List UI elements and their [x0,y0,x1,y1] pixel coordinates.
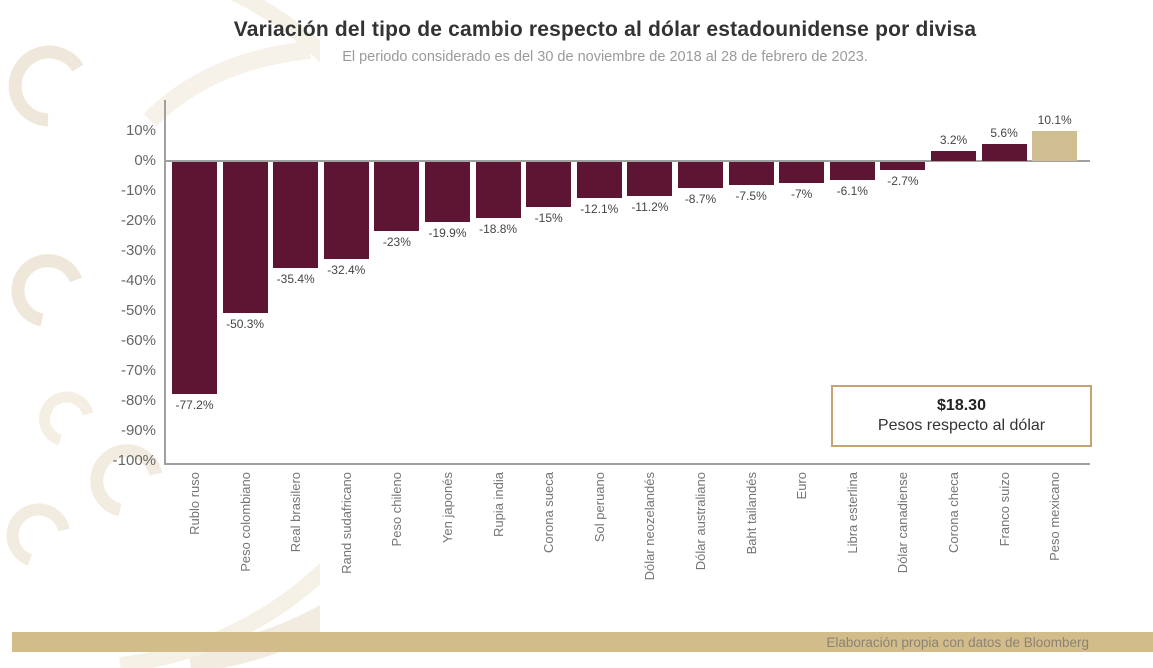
bar [172,162,217,394]
bar-value-label: 5.6% [990,126,1018,141]
bar-value-label: -35.4% [276,272,315,287]
zero-baseline [164,160,1090,162]
bar-value-label: -7.5% [735,188,767,203]
x-axis-label: Peso chileno [389,472,405,547]
bar-value-label: -11.2% [631,199,669,214]
bar [779,162,825,183]
x-axis-label: Rublo ruso [187,472,202,535]
bar-value-label: -32.4% [327,263,366,278]
y-axis-tick-label: -90% [120,422,156,439]
bar [678,162,723,189]
source-footer-strip: Elaboración propia con datos de Bloomber… [12,632,1153,652]
bar-value-label: -23% [382,235,411,249]
bar-value-label: -77.2% [175,397,214,412]
x-axis-label: Baht tailandés [743,472,759,555]
x-axis-label-wrap: Yen japonés [425,472,470,647]
x-axis-bottom-line [164,463,1090,465]
x-axis-label: Corona checa [946,472,961,553]
y-axis-tick-label: 10% [125,122,156,139]
x-axis-label-wrap: Peso colombiano [223,472,268,647]
chart-title: Variación del tipo de cambio respecto al… [233,18,977,41]
x-axis-label-wrap: Real brasilero [273,472,318,647]
x-axis-label: Euro [794,472,810,500]
x-axis-label: Real brasilero [288,472,304,553]
bar [425,162,470,222]
bar [1032,130,1078,161]
x-axis-label-wrap: Euro [779,472,824,647]
bar-value-label: -12.1% [580,202,619,217]
y-axis-tick-label: -20% [120,212,156,229]
x-axis-label-wrap: Dólar canadiense [880,472,925,647]
bar-value-label: -2.7% [887,174,919,189]
x-axis-label: Rand sudafricano [338,472,354,574]
y-axis-tick-label: -100% [112,452,156,469]
x-axis-label: Dólar canadiense [895,472,911,574]
y-axis-tick-label: -40% [120,272,156,289]
y-axis-tick-label: -10% [120,182,156,199]
x-axis-label-wrap: Rupia india [476,472,521,647]
bar [526,162,572,207]
x-axis-label-wrap: Peso mexicano [1032,472,1077,647]
x-axis-label-wrap: Rublo ruso [172,472,217,647]
decorative-greca-pattern [6,0,320,668]
x-axis-label: Franco suizo [996,472,1012,547]
bar-value-label: -8.7% [684,192,717,207]
x-axis-label-wrap: Baht tailandés [729,472,774,647]
title-block: Variación del tipo de cambio respecto al… [55,18,1153,65]
bar [576,162,622,199]
bar-value-label: -18.8% [479,222,518,237]
x-axis-label: Peso mexicano [1047,472,1063,561]
bar-value-label: -15% [534,211,563,225]
x-axis-label: Dólar neozelandés [642,472,658,581]
bar-value-label: -6.1% [836,184,868,199]
x-axis-label: Rupia india [490,472,506,538]
y-axis-tick-label: -70% [120,362,156,379]
bar [273,162,319,269]
bar [323,162,369,260]
x-axis-label-wrap: Franco suizo [982,472,1027,647]
chart-subtitle: El periodo considerado es del 30 de novi… [342,49,868,65]
x-axis-label-wrap: Sol peruano [577,472,622,647]
bar [627,162,673,196]
callout-value: $18.30 [937,397,986,414]
bar [374,162,420,231]
bar [728,162,774,185]
x-axis-label-wrap: Dólar australiano [678,472,723,647]
bar-value-label: -19.9% [428,225,467,240]
y-axis-tick-label: -30% [120,242,156,259]
bar [829,162,875,181]
bar [222,162,268,313]
x-axis-label-wrap: Rand sudafricano [324,472,369,647]
exchange-rate-callout: $18.30 Pesos respecto al dólar [831,385,1092,447]
x-axis-label: Corona sueca [541,472,557,553]
bar [981,144,1027,161]
x-axis-label: Peso colombiano [237,472,253,572]
source-footer-text: Elaboración propia con datos de Bloomber… [826,634,1089,650]
callout-label: Pesos respecto al dólar [877,417,1046,434]
x-axis-label-wrap: Dólar neozelandés [627,472,672,647]
x-axis-label-wrap: Peso chileno [374,472,419,647]
x-axis-label-wrap: Corona sueca [526,472,571,647]
x-axis-label: Dólar australiano [693,472,708,571]
y-axis-tick-label: -60% [120,332,156,349]
x-axis-label-wrap: Libra esterlina [830,472,875,647]
bar-value-label: 3.2% [939,133,968,148]
x-axis-label-wrap: Corona checa [931,472,976,647]
y-axis-tick-label: -80% [120,392,156,409]
x-axis-label: Sol peruano [591,472,607,543]
x-axis-label: Libra esterlina [844,472,860,554]
bar [931,151,976,161]
y-axis-tick-label: 0% [134,152,156,169]
bar-value-label: 10.1% [1037,112,1072,127]
x-axis-label: Yen japonés [440,472,455,544]
bar-value-label: -7% [791,187,813,201]
bar [475,162,521,219]
bar [880,162,926,171]
y-axis-tick-label: -50% [120,302,156,319]
bar-value-label: -50.3% [226,316,265,331]
y-axis-line [164,100,166,465]
